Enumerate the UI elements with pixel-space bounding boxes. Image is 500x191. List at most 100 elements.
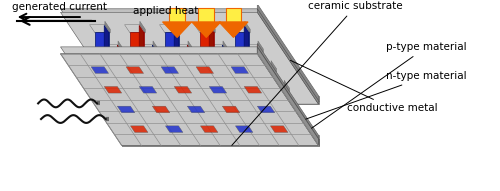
Polygon shape [248, 49, 263, 52]
Polygon shape [60, 9, 318, 101]
Polygon shape [104, 76, 122, 83]
Polygon shape [204, 88, 220, 92]
Polygon shape [169, 88, 184, 92]
Polygon shape [140, 21, 145, 33]
Polygon shape [178, 84, 183, 122]
Polygon shape [178, 49, 193, 52]
Polygon shape [213, 49, 228, 52]
Polygon shape [153, 41, 158, 52]
Polygon shape [156, 71, 170, 102]
Polygon shape [208, 45, 228, 52]
Polygon shape [162, 22, 192, 37]
Polygon shape [121, 69, 136, 72]
Polygon shape [174, 87, 192, 93]
Polygon shape [239, 88, 254, 92]
Polygon shape [248, 84, 253, 122]
Polygon shape [196, 57, 214, 63]
Polygon shape [236, 61, 242, 72]
Polygon shape [130, 65, 135, 102]
Polygon shape [196, 67, 214, 73]
Polygon shape [122, 96, 318, 101]
Polygon shape [95, 29, 110, 33]
Polygon shape [122, 71, 135, 102]
Polygon shape [116, 64, 136, 72]
Polygon shape [130, 126, 148, 132]
Polygon shape [236, 116, 253, 122]
Polygon shape [161, 67, 178, 73]
Polygon shape [258, 41, 263, 52]
Polygon shape [118, 96, 135, 102]
Polygon shape [199, 84, 220, 92]
Polygon shape [60, 47, 318, 139]
Polygon shape [166, 126, 183, 132]
Polygon shape [236, 65, 240, 102]
Polygon shape [271, 61, 276, 72]
Polygon shape [236, 126, 253, 132]
Polygon shape [188, 45, 192, 83]
Polygon shape [90, 25, 110, 33]
Polygon shape [200, 126, 218, 132]
Polygon shape [275, 91, 288, 122]
Polygon shape [170, 91, 183, 122]
Polygon shape [244, 87, 262, 93]
Polygon shape [284, 84, 288, 122]
Polygon shape [166, 116, 183, 122]
Polygon shape [244, 25, 248, 63]
Polygon shape [226, 8, 242, 22]
Polygon shape [172, 45, 193, 52]
Text: p-type material: p-type material [312, 42, 466, 128]
Polygon shape [152, 106, 170, 113]
Polygon shape [96, 32, 108, 63]
Polygon shape [139, 87, 156, 93]
Polygon shape [200, 32, 213, 63]
Polygon shape [284, 80, 290, 92]
Polygon shape [210, 21, 215, 33]
Polygon shape [122, 101, 318, 104]
Polygon shape [144, 84, 148, 122]
Polygon shape [104, 87, 122, 93]
Polygon shape [258, 43, 318, 139]
Polygon shape [245, 21, 250, 33]
Polygon shape [192, 22, 221, 37]
Polygon shape [214, 80, 220, 92]
Polygon shape [214, 52, 226, 83]
Polygon shape [156, 69, 172, 72]
Polygon shape [256, 64, 276, 72]
Polygon shape [269, 84, 289, 92]
Polygon shape [231, 57, 248, 63]
Polygon shape [126, 57, 144, 63]
Polygon shape [231, 67, 248, 73]
Polygon shape [261, 69, 276, 72]
Polygon shape [209, 25, 214, 63]
Polygon shape [164, 84, 184, 92]
Polygon shape [214, 84, 218, 122]
Polygon shape [186, 64, 206, 72]
Polygon shape [230, 25, 250, 33]
Polygon shape [188, 41, 193, 52]
Polygon shape [200, 116, 218, 122]
Polygon shape [161, 57, 178, 63]
Polygon shape [166, 65, 170, 102]
Polygon shape [270, 65, 275, 102]
Polygon shape [201, 61, 206, 72]
Polygon shape [188, 96, 205, 102]
Polygon shape [143, 49, 158, 52]
Polygon shape [118, 45, 122, 83]
Polygon shape [166, 61, 172, 72]
Polygon shape [258, 96, 275, 102]
Polygon shape [91, 67, 108, 73]
Text: ceramic substrate: ceramic substrate [232, 1, 403, 145]
Polygon shape [152, 96, 170, 102]
Polygon shape [270, 116, 288, 122]
Polygon shape [91, 57, 108, 63]
Polygon shape [244, 76, 262, 83]
Polygon shape [122, 139, 318, 146]
Polygon shape [130, 116, 148, 122]
Polygon shape [226, 71, 240, 102]
Text: n-type material: n-type material [306, 71, 466, 119]
Polygon shape [126, 67, 144, 73]
Polygon shape [248, 52, 262, 83]
Polygon shape [170, 8, 185, 22]
Polygon shape [131, 61, 136, 72]
Polygon shape [188, 106, 205, 113]
